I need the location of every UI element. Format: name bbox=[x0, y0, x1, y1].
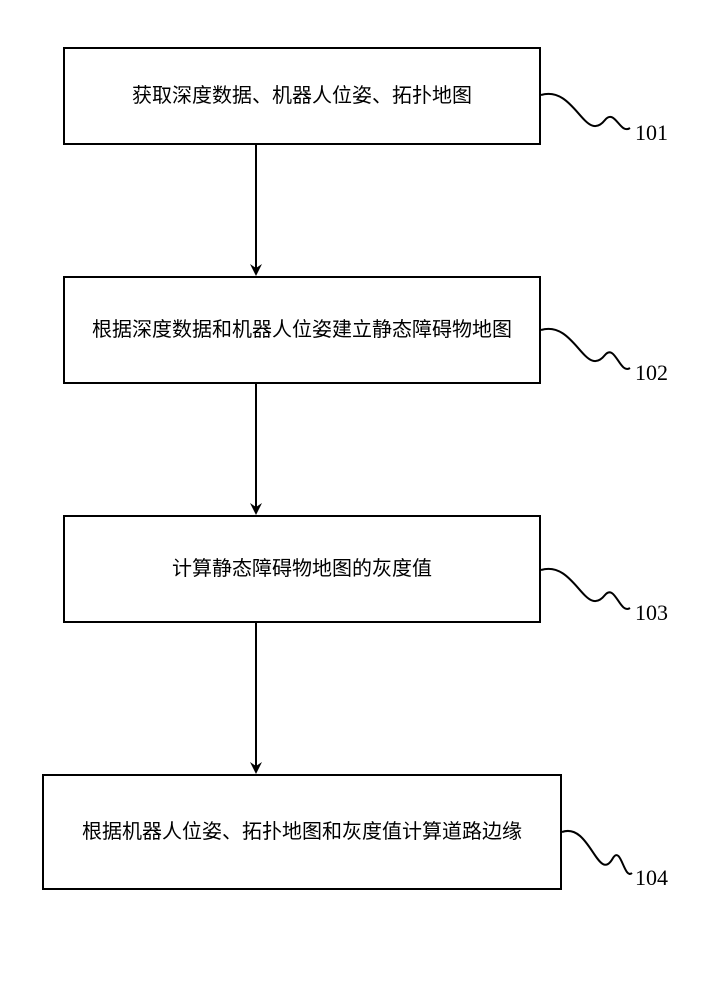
node-2-text: 根据深度数据和机器人位姿建立静态障碍物地图 bbox=[92, 315, 512, 345]
node-3: 计算静态障碍物地图的灰度值 bbox=[63, 515, 541, 623]
node-2: 根据深度数据和机器人位姿建立静态障碍物地图 bbox=[63, 276, 541, 384]
label-101: 101 bbox=[635, 120, 668, 146]
connector-102 bbox=[541, 329, 630, 369]
label-103: 103 bbox=[635, 600, 668, 626]
node-1: 获取深度数据、机器人位姿、拓扑地图 bbox=[63, 47, 541, 145]
node-1-text: 获取深度数据、机器人位姿、拓扑地图 bbox=[132, 81, 472, 111]
label-102: 102 bbox=[635, 360, 668, 386]
node-4-text: 根据机器人位姿、拓扑地图和灰度值计算道路边缘 bbox=[82, 817, 522, 847]
connector-101 bbox=[541, 94, 630, 129]
connector-104 bbox=[562, 831, 632, 874]
flowchart-canvas: 获取深度数据、机器人位姿、拓扑地图 101 根据深度数据和机器人位姿建立静态障碍… bbox=[0, 0, 726, 1000]
connector-103 bbox=[541, 569, 630, 609]
node-3-text: 计算静态障碍物地图的灰度值 bbox=[172, 554, 432, 584]
label-104: 104 bbox=[635, 865, 668, 891]
node-4: 根据机器人位姿、拓扑地图和灰度值计算道路边缘 bbox=[42, 774, 562, 890]
